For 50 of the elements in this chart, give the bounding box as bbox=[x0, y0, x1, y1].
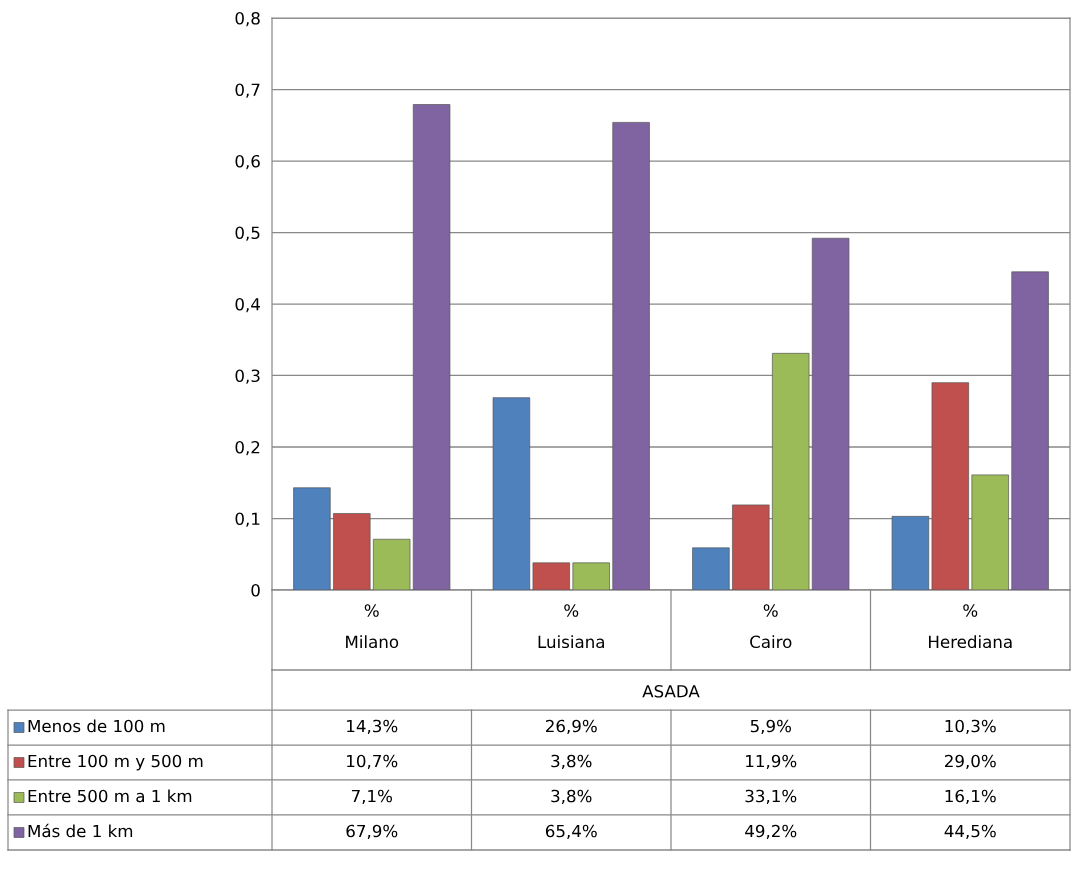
data-label: 11,9% bbox=[746, 754, 797, 770]
x-tick-label: % Milano bbox=[346, 604, 399, 649]
bar bbox=[971, 474, 1009, 590]
bar bbox=[333, 513, 371, 590]
bar bbox=[1011, 271, 1049, 590]
y-tick-label: 0,5 bbox=[235, 226, 260, 241]
y-tick-label: 0,6 bbox=[235, 154, 260, 170]
data-label: 5,9% bbox=[750, 719, 791, 735]
y-tick-label: 0,3 bbox=[235, 369, 260, 384]
bar bbox=[293, 487, 331, 590]
legend-label: Menos de 100 m bbox=[28, 719, 165, 733]
legend-label: Entre 100 m y 500 m bbox=[28, 754, 203, 771]
bar bbox=[532, 562, 570, 590]
x-tick-label: % Luisiana bbox=[538, 604, 604, 649]
data-label: 26,9% bbox=[546, 719, 597, 735]
bar bbox=[572, 562, 610, 590]
bar bbox=[732, 504, 770, 590]
legend-label: Entre 500 m a 1 km bbox=[28, 789, 192, 803]
bar bbox=[612, 122, 650, 590]
data-label: 44,5% bbox=[944, 824, 996, 840]
data-label: 3,8% bbox=[551, 754, 592, 770]
bar bbox=[492, 397, 531, 590]
data-label: 10,7% bbox=[347, 754, 398, 770]
y-tick-label: 0,8 bbox=[235, 11, 260, 27]
data-label: 7,1% bbox=[351, 789, 392, 805]
legend-label: Más de 1 km bbox=[28, 823, 133, 838]
data-label: 14,3% bbox=[347, 719, 398, 735]
y-tick-label: 0 bbox=[251, 583, 260, 597]
data-label: 33,1% bbox=[745, 789, 797, 805]
x-axis-title: ASADA bbox=[642, 684, 700, 698]
data-label: 16,1% bbox=[945, 789, 996, 805]
data-label: 10,3% bbox=[945, 719, 996, 735]
data-label: 65,4% bbox=[545, 824, 597, 840]
y-tick-label: 0,1 bbox=[235, 512, 260, 527]
bar bbox=[692, 547, 730, 590]
bar bbox=[772, 352, 810, 590]
bar bbox=[891, 516, 930, 590]
bar bbox=[373, 538, 411, 590]
bar bbox=[931, 382, 969, 590]
y-tick-label: 0,2 bbox=[235, 440, 260, 456]
y-tick-label: 0,4 bbox=[235, 297, 260, 313]
bar bbox=[811, 237, 850, 590]
x-tick-label: % Cairo bbox=[750, 604, 792, 649]
data-label: 67,9% bbox=[346, 824, 398, 840]
bar bbox=[412, 104, 451, 590]
y-tick-label: 0,7 bbox=[235, 83, 260, 98]
data-label: 49,2% bbox=[745, 824, 797, 840]
x-tick-label: % Herediana bbox=[929, 604, 1012, 649]
data-label: 29,0% bbox=[945, 754, 996, 770]
data-label: 3,8% bbox=[551, 789, 592, 805]
